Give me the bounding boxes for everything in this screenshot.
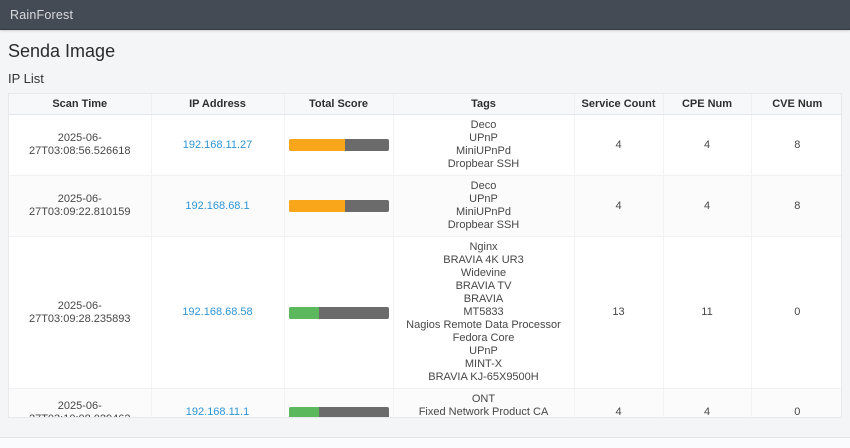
table-row: 2025-06-27T03:09:22.810159 192.168.68.1 … bbox=[9, 175, 841, 237]
table-row: 2025-06-27T03:08:56.526618 192.168.11.27… bbox=[9, 114, 841, 176]
service-count-cell: 4 bbox=[574, 114, 664, 176]
page-title: Senda Image bbox=[8, 41, 116, 61]
total-score-cell bbox=[284, 175, 394, 237]
score-bar-fill bbox=[288, 139, 345, 151]
tags-cell: Deco UPnP MiniUPnPd Dropbear SSH bbox=[393, 175, 575, 237]
cpe-num-cell: 4 bbox=[663, 388, 752, 417]
column-header-total-score: Total Score bbox=[284, 94, 394, 115]
tags-cell: ONT Fixed Network Product CA ONT-Plugin bbox=[393, 388, 575, 417]
ip-list-table: Scan Time IP Address Total Score Tags Se… bbox=[9, 94, 841, 418]
column-header-cpe-num: CPE Num bbox=[663, 94, 752, 115]
score-bar-fill bbox=[288, 200, 345, 212]
ip-address-cell: 192.168.11.1 bbox=[151, 388, 285, 418]
ip-address-link[interactable]: 192.168.11.27 bbox=[182, 138, 253, 151]
scan-time-cell: 2025-06-27T03:08:56.526618 bbox=[9, 114, 152, 176]
scan-time-cell: 2025-06-27T03:10:08.029462 bbox=[9, 388, 152, 417]
ip-address-link[interactable]: 192.168.68.1 bbox=[185, 199, 250, 212]
scan-time-cell: 2025-06-27T03:09:22.810159 bbox=[9, 175, 152, 237]
ip-address-cell: 192.168.68.1 bbox=[151, 175, 285, 237]
column-header-scan-time: Scan Time bbox=[9, 94, 152, 115]
main-content: Senda Image IP List Scan Time IP Address… bbox=[0, 41, 850, 418]
score-bar-fill bbox=[288, 306, 319, 319]
total-score-cell bbox=[284, 236, 394, 389]
service-count-cell: 13 bbox=[574, 236, 664, 389]
score-bar bbox=[288, 306, 389, 319]
score-bar bbox=[288, 406, 389, 417]
total-score-cell bbox=[284, 114, 394, 176]
ip-address-link[interactable]: 192.168.68.58 bbox=[182, 306, 253, 318]
bottom-panel bbox=[0, 437, 850, 448]
column-header-cve-num: CVE Num bbox=[751, 94, 841, 115]
cve-num-cell: 0 bbox=[751, 388, 841, 417]
cve-num-cell: 0 bbox=[751, 236, 841, 389]
tags-cell: Nginx BRAVIA 4K UR3 Widevine BRAVIA TV B… bbox=[393, 236, 575, 389]
table-row: 2025-06-27T03:09:28.235893 192.168.68.58… bbox=[9, 236, 841, 389]
score-bar bbox=[288, 139, 389, 151]
ip-list-table-card: Scan Time IP Address Total Score Tags Se… bbox=[8, 93, 842, 418]
total-score-cell bbox=[284, 388, 394, 417]
service-count-cell: 4 bbox=[574, 175, 664, 237]
app-navbar: RainForest bbox=[0, 0, 850, 30]
column-header-service-count: Service Count bbox=[574, 94, 664, 115]
cve-num-cell: 8 bbox=[751, 114, 841, 176]
cpe-num-cell: 11 bbox=[663, 236, 752, 389]
ip-address-link[interactable]: 192.168.11.1 bbox=[185, 406, 250, 418]
cpe-num-cell: 4 bbox=[663, 114, 752, 176]
service-count-cell: 4 bbox=[574, 388, 664, 417]
cve-num-cell: 8 bbox=[751, 175, 841, 237]
score-bar-fill bbox=[288, 406, 319, 417]
table-row: 2025-06-27T03:10:08.029462 192.168.11.1 … bbox=[9, 388, 841, 418]
navbar-brand[interactable]: RainForest bbox=[10, 7, 74, 22]
column-header-tags: Tags bbox=[393, 94, 575, 115]
scan-time-cell: 2025-06-27T03:09:28.235893 bbox=[9, 236, 152, 389]
ip-address-cell: 192.168.11.27 bbox=[151, 114, 285, 176]
section-title: IP List bbox=[8, 71, 44, 86]
table-header-row: Scan Time IP Address Total Score Tags Se… bbox=[9, 94, 841, 115]
cpe-num-cell: 4 bbox=[663, 175, 752, 237]
score-bar bbox=[288, 200, 389, 212]
tags-cell: Deco UPnP MiniUPnPd Dropbear SSH bbox=[393, 114, 575, 176]
ip-address-cell: 192.168.68.58 bbox=[151, 236, 285, 389]
column-header-ip-address: IP Address bbox=[151, 94, 285, 115]
